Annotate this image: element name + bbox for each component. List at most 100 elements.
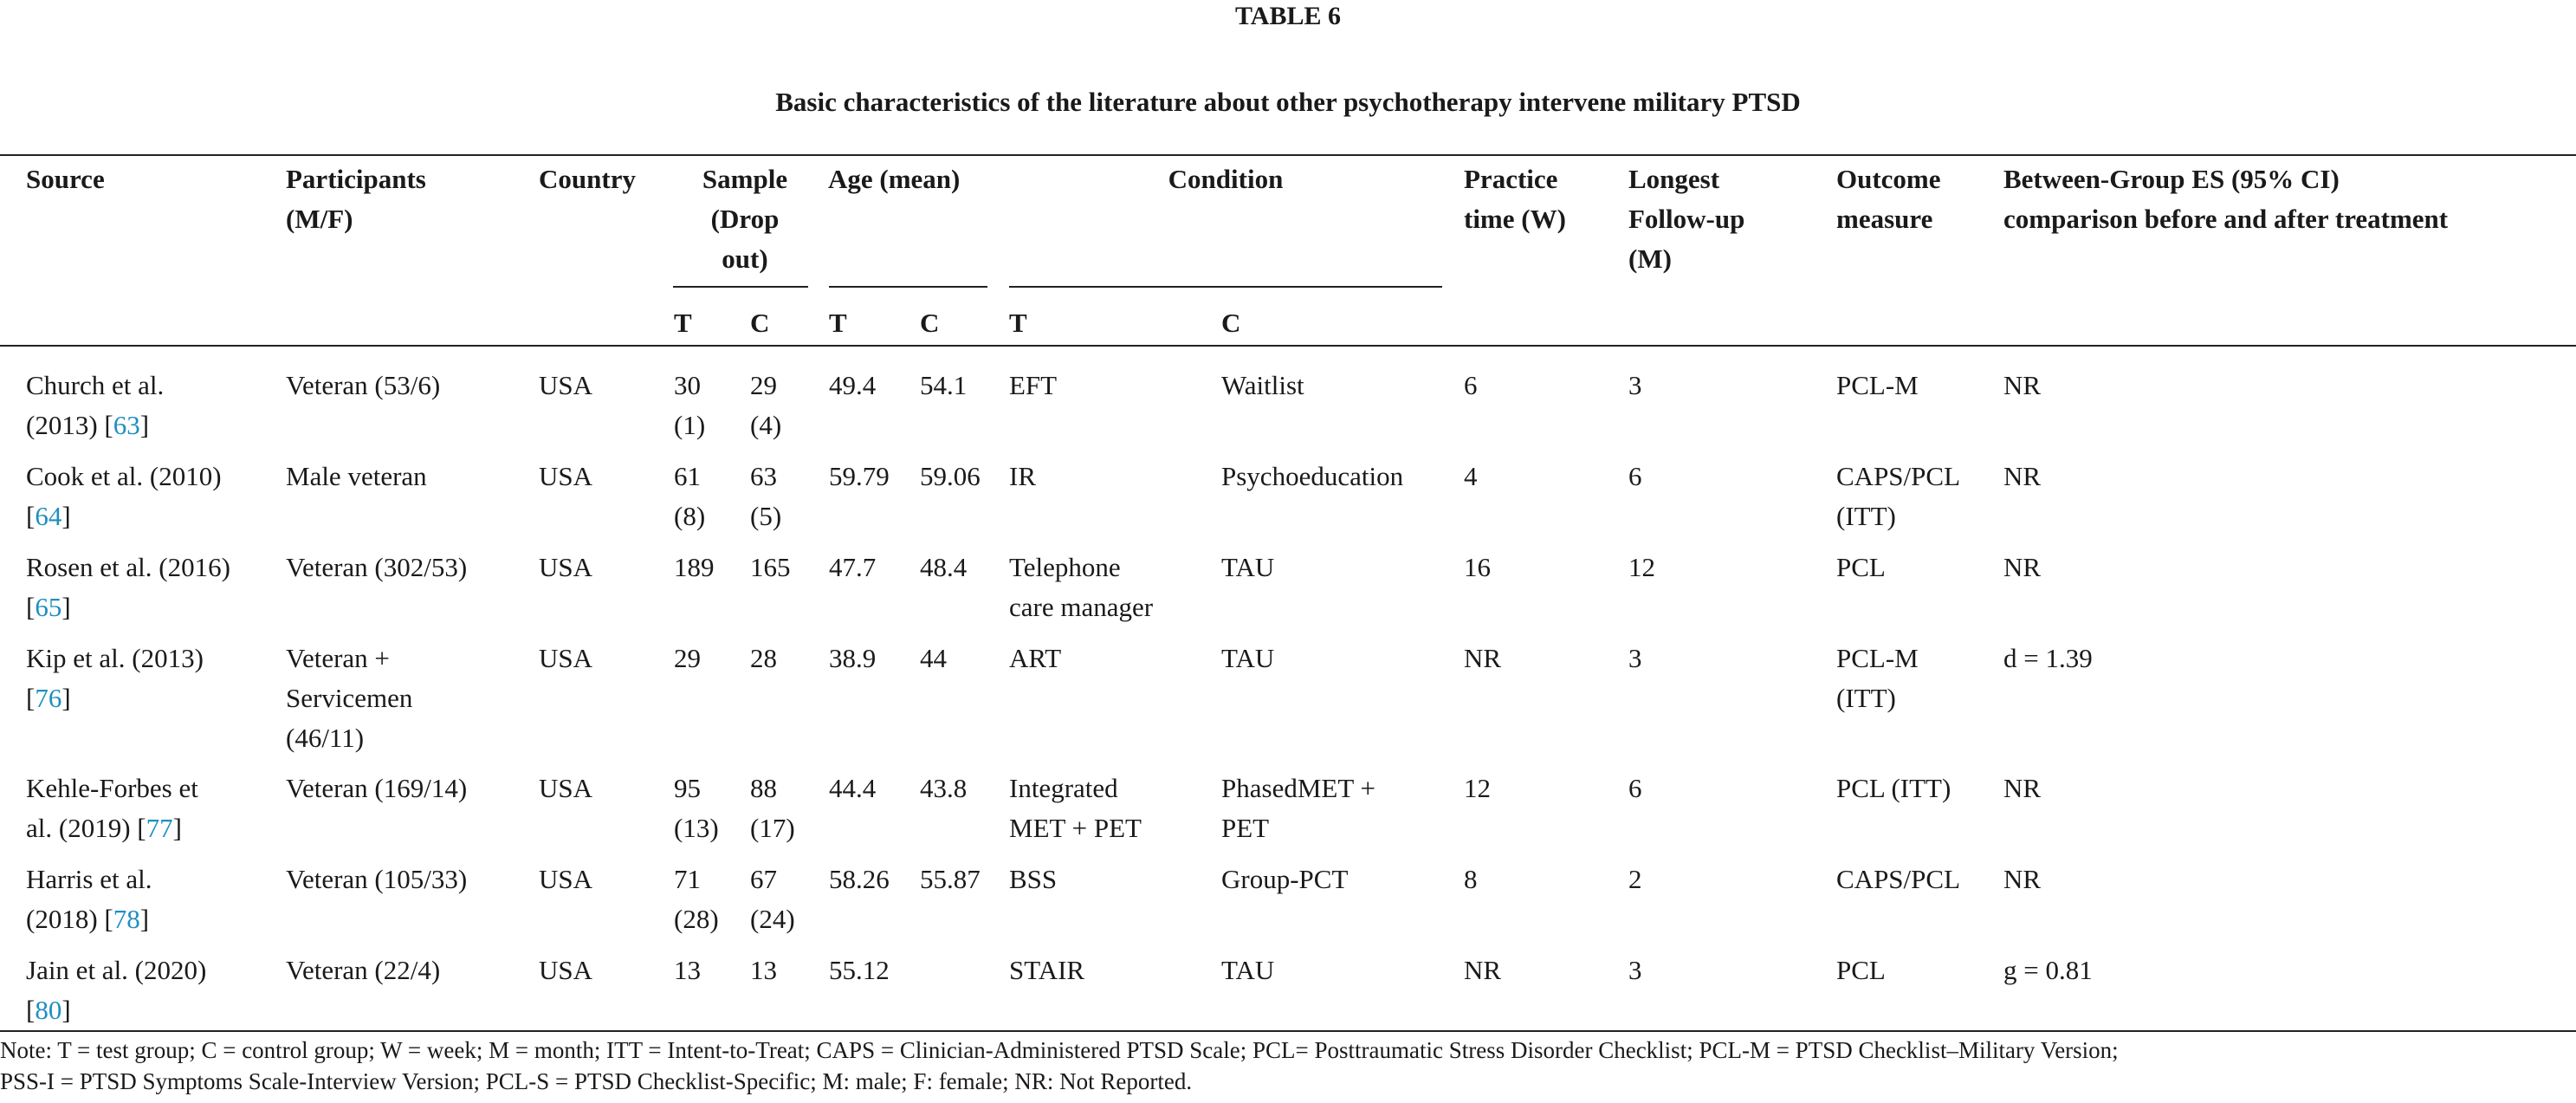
cell-participants: Veteran (22/4) [286,951,440,990]
cell-cond-c: PhasedMET + PET [1221,769,1375,848]
cell-line: MET + PET [1009,813,1142,843]
cell-line: Group-PCT [1221,864,1349,894]
cell-outcome: PCL [1836,548,1886,587]
cell-line: Church et al. [26,370,165,400]
reference-link[interactable]: 65 [35,592,62,622]
cell-line: USA [539,955,593,985]
cell-age-t: 49.4 [829,366,876,406]
cell-line: 30 [674,370,701,400]
cell-line: NR [2003,370,2042,400]
cell-line: 4 [1464,461,1478,491]
subheader-cond-t: T [1009,308,1027,338]
cell-line: TAU [1221,955,1275,985]
cell-sample-t: 13 [674,951,701,990]
reference-link[interactable]: 77 [146,813,173,843]
cell-line: NR [2003,864,2042,894]
cell-line: (13) [674,813,719,843]
cell-es: NR [2003,769,2041,808]
cell-line: 16 [1464,552,1491,582]
reference-link[interactable]: 76 [35,683,62,713]
cell-practice: 6 [1464,366,1478,406]
cell-sample-t: 71 (28) [674,860,719,939]
cell-es: NR [2003,548,2041,587]
cell-cond-t: IR [1009,457,1036,496]
cell-sample-c: 88 (17) [750,769,795,848]
header-bottom-rule [0,345,2576,347]
cell-line: [80] [26,995,71,1025]
cell-cond-c: Waitlist [1221,366,1304,406]
cell-line: g = 0.81 [2003,955,2093,985]
reference-link[interactable]: 80 [35,995,62,1025]
cell-line: 29 [750,370,777,400]
cell-line: IR [1009,461,1036,491]
cell-es: NR [2003,457,2041,496]
subheader-sample-t: T [674,308,692,338]
cell-line: PET [1221,813,1270,843]
cell-cond-c: TAU [1221,548,1274,587]
reference-bracket: ] [139,904,150,934]
cell-line: 29 [674,643,701,673]
reference-link[interactable]: 63 [113,410,140,440]
cell-followup: 3 [1628,366,1642,406]
cell-line: Cook et al. (2010) [26,461,222,491]
cell-line: 12 [1628,552,1655,582]
cell-age-t: 59.79 [829,457,890,496]
reference-link[interactable]: 64 [35,501,62,531]
cell-line: (28) [674,904,719,934]
reference-link[interactable]: 78 [113,904,140,934]
cell-country: USA [539,548,592,587]
header-country: Country [539,164,636,194]
cell-line: STAIR [1009,955,1085,985]
cell-sample-t: 29 [674,639,701,678]
cell-line: Veteran (22/4) [286,955,441,985]
cell-line: Male veteran [286,461,427,491]
cell-line: (2013) [63] [26,410,150,440]
cell-line: (17) [750,813,795,843]
subheader-age-t: T [829,308,847,338]
cell-line: 44.4 [829,773,877,803]
cell-participants: Veteran (169/14) [286,769,467,808]
cell-followup: 6 [1628,457,1642,496]
cell-practice: NR [1464,639,1501,678]
cell-line: 3 [1628,370,1642,400]
cell-participants: Veteran (53/6) [286,366,440,406]
cell-line: 47.7 [829,552,877,582]
cell-line: care manager [1009,592,1154,622]
cell-line: Veteran (105/33) [286,864,468,894]
cell-cond-t: ART [1009,639,1061,678]
cell-line: (2018) [78] [26,904,150,934]
cell-age-c: 43.8 [920,769,967,808]
cell-cond-c: TAU [1221,951,1274,990]
cell-cond-t: Telephone care manager [1009,548,1153,627]
cell-source: Jain et al. (2020) [80] [26,951,206,1030]
cell-followup: 3 [1628,639,1642,678]
cell-line: TAU [1221,643,1275,673]
cell-line: 38.9 [829,643,877,673]
cell-line: (ITT) [1836,501,1896,531]
cell-line: USA [539,773,593,803]
bottom-rule [0,1030,2576,1032]
cell-age-c: 48.4 [920,548,967,587]
cell-sample-c: 29 (4) [750,366,781,445]
cell-cond-t: STAIR [1009,951,1084,990]
cell-line: CAPS/PCL [1836,864,1961,894]
cell-line: PCL [1836,552,1886,582]
cell-line: BSS [1009,864,1058,894]
cell-line: 6 [1628,461,1642,491]
cell-line: CAPS/PCL [1836,461,1961,491]
cell-line: 6 [1464,370,1478,400]
cell-line: 58.26 [829,864,890,894]
cell-line: NR [1464,643,1502,673]
cell-cond-t: Integrated MET + PET [1009,769,1142,848]
cell-line: 13 [674,955,701,985]
cell-cond-c: Group-PCT [1221,860,1348,899]
cell-participants: Veteran (302/53) [286,548,467,587]
cell-line: [65] [26,592,71,622]
header-condition: Condition [1168,164,1284,194]
cell-cond-c: Psychoeducation [1221,457,1403,496]
cell-age-t: 58.26 [829,860,890,899]
cell-line: 55.87 [920,864,981,894]
cell-line: Rosen et al. (2016) [26,552,230,582]
cell-line: NR [2003,552,2042,582]
cell-es: NR [2003,366,2041,406]
